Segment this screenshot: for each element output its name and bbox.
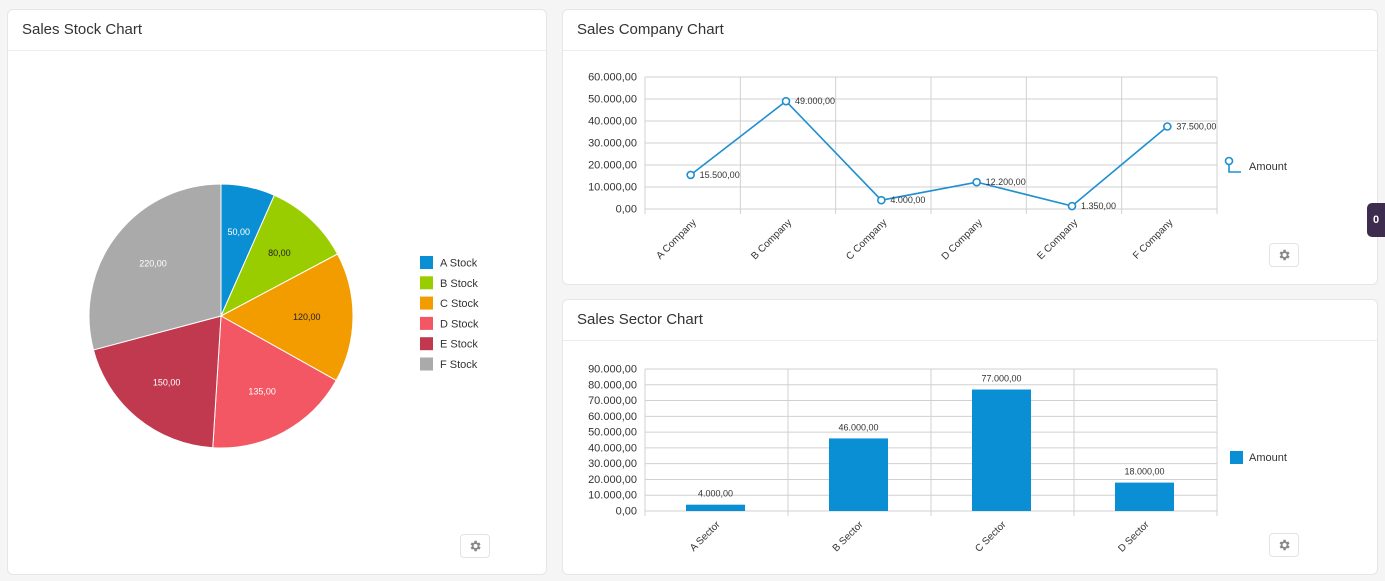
panel-title: Sales Stock Chart xyxy=(8,10,546,51)
legend-swatch xyxy=(420,296,433,310)
legend-label: E Stock xyxy=(440,339,478,351)
data-label: 46.000,00 xyxy=(838,422,878,432)
x-tick-label: B Company xyxy=(749,217,794,262)
gear-icon xyxy=(1279,249,1290,261)
data-point xyxy=(972,177,981,187)
x-tick-label: F Company xyxy=(1131,217,1175,261)
data-label: 4.000,00 xyxy=(890,195,925,205)
series-line xyxy=(690,100,1168,207)
slice-label: 220,00 xyxy=(139,259,167,269)
legend-swatch xyxy=(420,256,433,269)
x-tick-label: E Company xyxy=(1035,217,1080,262)
pie-slice xyxy=(92,315,222,449)
y-tick-label: 60.000,00 xyxy=(588,72,637,84)
slice-label: 80,00 xyxy=(268,248,291,258)
y-tick-label: 20.000,00 xyxy=(588,474,637,486)
legend-line xyxy=(1228,165,1241,173)
bar xyxy=(972,389,1031,511)
y-tick-label: 30.000,00 xyxy=(588,458,637,470)
x-tick-label: A Sector xyxy=(688,519,723,554)
legend-swatch xyxy=(420,316,433,330)
y-tick-label: 10.000,00 xyxy=(588,182,637,194)
slice-label: 135,00 xyxy=(248,386,276,396)
bar xyxy=(829,438,888,511)
y-tick-label: 80.000,00 xyxy=(588,379,637,391)
legend-swatch xyxy=(420,337,433,351)
legend-label: B Stock xyxy=(440,278,478,290)
slice-label: 150,00 xyxy=(153,377,181,387)
data-point xyxy=(877,195,886,205)
data-label: 49.000,00 xyxy=(795,96,835,106)
data-label: 37.500,00 xyxy=(1176,122,1216,132)
y-tick-label: 70.000,00 xyxy=(588,395,637,407)
side-badge[interactable]: 0 xyxy=(1367,203,1385,237)
settings-button[interactable] xyxy=(1269,243,1299,267)
legend-label: C Stock xyxy=(440,298,479,310)
legend-label: Amount xyxy=(1249,161,1287,173)
slice-label: 120,00 xyxy=(293,312,321,322)
gear-icon xyxy=(1279,539,1290,551)
data-point xyxy=(1067,201,1077,211)
line-chart: 0,00 10.000,00 20.000,00 30.000,00 40.000,00… xyxy=(588,72,1287,263)
bar xyxy=(686,504,745,511)
data-label: 1.350,00 xyxy=(1081,201,1116,211)
legend-swatch xyxy=(1230,451,1243,464)
legend-label: Amount xyxy=(1249,452,1287,464)
data-point xyxy=(1163,122,1172,131)
y-tick-label: 30.000,00 xyxy=(588,138,637,150)
data-label: 18.000,00 xyxy=(1124,467,1164,477)
y-tick-label: 90.000,00 xyxy=(588,364,637,376)
data-label: 4.000,00 xyxy=(698,489,733,499)
legend-swatch xyxy=(420,276,433,290)
x-tick-label: C Sector xyxy=(973,519,1009,555)
pie-slice xyxy=(212,315,337,449)
x-tick-label: B Sector xyxy=(831,519,866,554)
x-tick-label: D Company xyxy=(940,217,985,262)
y-tick-label: 40.000,00 xyxy=(588,442,637,454)
pie-chart: 50,00 80,00 120,00 135,00 150,00 220,00 A Stoc… xyxy=(88,183,479,449)
legend-label: D Stock xyxy=(440,318,479,330)
pie-slice xyxy=(88,183,222,351)
y-tick-label: 0,00 xyxy=(616,506,637,518)
x-tick-label: A Company xyxy=(654,217,698,261)
data-label: 15.500,00 xyxy=(700,170,740,180)
bar xyxy=(1115,482,1174,511)
pie-slice xyxy=(219,194,339,318)
data-label: 12.200,00 xyxy=(986,177,1026,187)
legend-marker xyxy=(1224,156,1234,166)
y-tick-label: 50.000,00 xyxy=(588,427,637,439)
y-tick-label: 40.000,00 xyxy=(588,116,637,128)
bar-chart: 0,00 10.000,00 20.000,00 30.000,00 40.000,00… xyxy=(588,364,1287,555)
y-tick-label: 60.000,00 xyxy=(588,411,637,423)
data-label: 77.000,00 xyxy=(981,374,1021,384)
y-tick-label: 20.000,00 xyxy=(588,160,637,172)
sales-stock-panel: Sales Stock Chart 50,00 80,00 120,00 135,00… xyxy=(7,9,547,575)
sales-company-panel: Sales Company Chart 0,00 10.000,00 20.000,… xyxy=(562,9,1378,285)
x-tick-label: C Company xyxy=(844,217,889,262)
data-point xyxy=(781,96,791,106)
x-tick-label: D Sector xyxy=(1116,519,1152,555)
gear-icon xyxy=(470,540,481,552)
panel-title: Sales Sector Chart xyxy=(563,300,1377,341)
legend-label: A Stock xyxy=(440,258,478,270)
legend-label: F Stock xyxy=(440,359,478,371)
legend-swatch xyxy=(420,357,433,371)
y-tick-label: 50.000,00 xyxy=(588,94,637,106)
settings-button[interactable] xyxy=(1269,533,1299,557)
y-tick-label: 10.000,00 xyxy=(588,490,637,502)
panel-title: Sales Company Chart xyxy=(563,10,1377,51)
pie-slice xyxy=(219,253,354,382)
y-tick-label: 0,00 xyxy=(616,204,637,216)
sales-sector-panel: Sales Sector Chart 0,00 10.000,00 20.000,0… xyxy=(562,299,1378,575)
slice-label: 50,00 xyxy=(227,227,250,237)
settings-button[interactable] xyxy=(460,534,490,558)
data-point xyxy=(686,170,695,180)
